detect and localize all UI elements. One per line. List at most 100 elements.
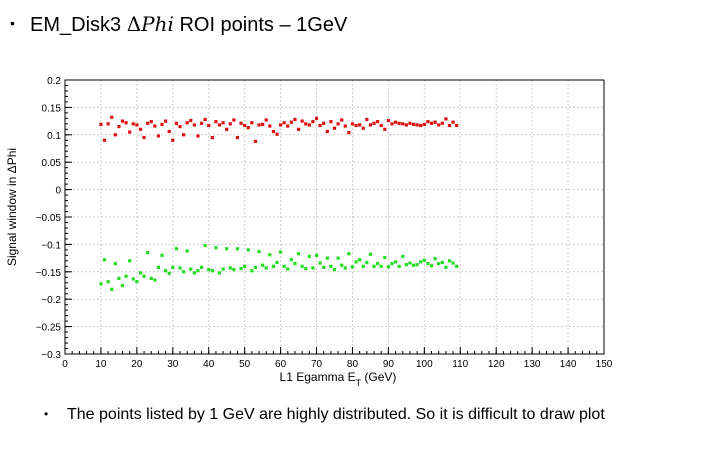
data-point: [279, 123, 283, 127]
data-point: [120, 283, 125, 288]
data-point: [361, 264, 365, 268]
data-point: [433, 257, 437, 261]
data-point: [455, 123, 459, 128]
data-point: [117, 124, 121, 129]
data-point: [207, 268, 211, 272]
x-tick-label: 140: [560, 359, 577, 370]
data-point: [253, 265, 258, 270]
data-point: [268, 124, 272, 128]
data-point: [440, 121, 444, 125]
data-point: [271, 264, 276, 268]
data-point: [390, 261, 394, 266]
data-point: [199, 121, 204, 125]
data-point: [383, 255, 387, 260]
data-point: [329, 264, 333, 268]
y-tick-label: 0: [55, 186, 61, 197]
data-point: [422, 122, 426, 126]
data-point: [189, 118, 193, 123]
scatter-chart: 0 10 20 30 40 50 60 70 80 90 100 110 120 130 140 150 0.2…: [5, 76, 613, 388]
data-point: [429, 121, 434, 125]
data-point: [437, 261, 441, 266]
x-tick-label: 50: [239, 359, 251, 370]
data-point: [146, 251, 150, 255]
data-point: [397, 264, 401, 268]
data-point: [300, 119, 304, 123]
data-point: [307, 254, 311, 259]
data-point: [185, 249, 189, 253]
data-point: [304, 266, 308, 271]
data-point: [203, 117, 207, 122]
data-point: [110, 287, 114, 291]
data-point: [300, 264, 304, 268]
y-tick-label: −0.05: [36, 213, 62, 224]
data-point: [296, 252, 301, 256]
data-point: [401, 122, 405, 126]
data-point: [160, 253, 164, 257]
data-point: [372, 264, 376, 268]
data-point: [264, 118, 268, 122]
data-point: [135, 280, 139, 284]
data-point: [153, 124, 157, 128]
data-point: [99, 282, 103, 286]
data-point: [379, 123, 383, 128]
plot-frame: [64, 79, 605, 355]
data-point: [250, 121, 254, 125]
data-point: [225, 127, 229, 131]
y-tick-label: −0.1: [41, 240, 61, 251]
data-point: [117, 276, 121, 280]
data-point: [279, 250, 283, 254]
data-point: [311, 266, 315, 270]
data-point: [156, 134, 161, 138]
data-point: [393, 260, 398, 264]
data-point: [336, 122, 340, 126]
data-point: [455, 264, 459, 268]
x-tick-label: 20: [131, 359, 143, 370]
x-tick-label: 0: [62, 359, 68, 370]
data-point: [167, 271, 171, 276]
data-point: [232, 118, 236, 122]
data-point: [386, 265, 390, 269]
data-point: [447, 123, 452, 128]
data-point: [243, 264, 247, 268]
data-point: [429, 264, 434, 268]
data-point: [314, 253, 319, 257]
data-point: [411, 263, 416, 267]
data-point: [271, 129, 276, 134]
data-point: [102, 258, 107, 262]
data-point: [408, 261, 412, 265]
data-point: [354, 123, 358, 128]
data-point: [275, 260, 279, 265]
data-point: [343, 124, 347, 128]
data-point: [124, 274, 128, 278]
data-point: [246, 126, 250, 130]
data-point: [261, 263, 265, 267]
data-point: [408, 121, 412, 125]
data-point: [124, 121, 128, 125]
data-point: [149, 276, 153, 280]
data-point: [156, 265, 161, 270]
data-point: [110, 115, 114, 119]
x-tick-label: 70: [311, 359, 323, 370]
data-point: [336, 256, 340, 260]
y-tick-label: −0.15: [36, 268, 62, 279]
data-point: [128, 259, 132, 263]
data-point: [142, 274, 146, 278]
data-point: [296, 127, 301, 131]
data-point: [196, 134, 200, 138]
data-point: [433, 120, 437, 124]
data-point: [343, 266, 347, 270]
data-point: [368, 123, 373, 127]
data-point: [390, 122, 394, 126]
data-point: [426, 261, 430, 266]
data-point: [393, 120, 398, 124]
data-point: [365, 260, 369, 265]
x-axis-title: L1 Egamma ET (GeV): [280, 370, 397, 388]
data-point: [411, 122, 416, 126]
data-point: [451, 261, 455, 265]
data-point: [386, 118, 390, 123]
data-point: [250, 269, 254, 273]
data-point: [282, 264, 286, 268]
data-point: [354, 260, 358, 264]
data-point: [164, 119, 168, 123]
data-point: [322, 265, 326, 270]
